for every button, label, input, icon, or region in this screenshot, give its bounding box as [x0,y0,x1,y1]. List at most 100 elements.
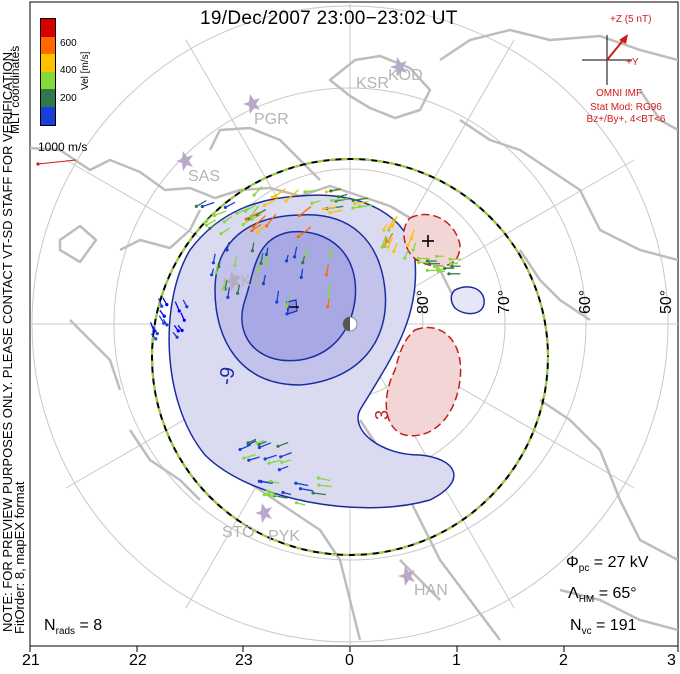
velocity-vector-origin-80 [214,271,218,275]
velocity-vector-origin-15 [296,235,300,239]
station-label-ksr: KSR [356,75,389,92]
velocity-vector-34 [353,197,368,202]
velocity-vector-111 [264,454,277,460]
velocity-vector-origin-65 [432,264,437,269]
velocity-vector-22 [257,225,266,233]
velocity-vector-41 [330,188,341,192]
velocity-vector-origin-21 [251,225,256,229]
velocity-vector-origin-71 [250,249,254,253]
nvc-subscript: vc [581,626,592,638]
phi-symbol: Φ [566,554,579,571]
velocity-vector-origin-131 [177,309,181,313]
colorbar-tick-400: 400 [60,65,77,76]
lat-label-50: 50° [658,290,675,314]
mlt-label-0: 0 [345,652,354,669]
velocity-vector-origin-20 [250,229,254,233]
station-label-pyk: PYK [268,528,300,545]
velocity-vector-origin-137 [155,332,159,336]
velocity-vector-79 [222,278,226,290]
mlt-label-2: 2 [559,652,568,669]
velocity-vector-origin-51 [411,248,415,252]
velocity-vector-origin-5 [219,232,223,236]
velocity-vector-origin-96 [324,273,328,277]
velocity-vector-origin-18 [243,209,247,213]
velocity-vector-origin-75 [233,264,237,268]
velocity-vector-origin-105 [277,468,281,472]
velocity-vector-origin-9 [250,217,254,221]
velocity-vectors [149,186,461,506]
velocity-vector-origin-85 [285,312,289,316]
velocity-vector-110 [243,454,256,459]
velocity-vector-98 [268,459,281,464]
velocity-vector-102 [277,441,289,447]
velocity-vector-origin-82 [210,273,214,277]
velocity-vector-origin-109 [246,441,250,445]
velocity-vector-origin-66 [416,261,421,265]
velocity-vector-origin-34 [351,198,355,202]
velocity-vector-131 [174,301,180,312]
velocity-vector-origin-124 [268,479,273,483]
velocity-vector-49 [389,218,395,228]
velocity-vector-origin-41 [329,189,333,193]
velocity-vector-35 [354,200,369,205]
velocity-vector-origin-58 [416,256,421,261]
velocity-vector-origin-69 [425,268,429,272]
station-label-sto: STO [222,524,255,541]
velocity-vector-origin-125 [267,492,271,496]
velocity-vector-origin-115 [298,487,303,491]
velocity-vector-origin-11 [194,204,198,208]
station-label-sas: SAS [188,168,220,185]
velocity-vector-origin-98 [267,461,271,465]
velocity-vector-origin-84 [326,305,330,309]
velocity-vector-3 [206,219,217,226]
velocity-vector-53 [391,216,398,227]
lambda-symbol: Λ [568,585,579,602]
velocity-vector-origin-111 [263,457,267,461]
lat-label-60: 60° [577,290,594,314]
velocity-vector-86 [286,296,290,307]
velocity-vector-origin-73 [265,252,269,257]
velocity-vector-origin-110 [242,456,246,460]
velocity-vector-origin-10 [241,223,245,227]
stat-model-box: Stat Mod: RG96 Bz+/By+, 4<BT<6 [574,102,678,126]
fit-order-note: FitOrder: 8, mapEX format [12,481,27,634]
velocity-vector-origin-90 [275,300,279,304]
imf-source-label: OMNI IMF [596,88,643,99]
velocity-vector-origin-36 [324,190,328,194]
nrads-value: = 8 [75,617,103,634]
map-title: 19/Dec/2007 23:00−23:02 UT [200,8,458,29]
velocity-vector-origin-62 [435,254,439,258]
velocity-vector-95 [293,246,298,258]
velocity-vector-origin-3 [204,223,209,227]
velocity-vector-origin-0 [222,220,226,224]
velocity-vector-123 [313,492,326,496]
velocity-vector-origin-126 [162,314,166,318]
velocity-vector-origin-53 [390,224,394,228]
velocity-vector-26 [253,186,263,196]
velocity-vector-origin-135 [176,329,180,333]
velocity-vector-18 [245,204,257,212]
velocity-vector-origin-55 [403,256,407,260]
velocity-vector-origin-2 [208,226,212,230]
velocity-vector-origin-30 [303,190,307,194]
velocity-vector-5 [220,227,230,235]
velocity-vector-origin-32 [330,198,334,203]
velocity-vector-origin-46 [380,245,384,249]
velocity-vector-origin-42 [386,245,390,249]
velocity-vector-97 [260,252,264,264]
imf-z-label: +Z (5 nT) [610,14,652,25]
hm-boundary-latitude: ΛHM = 65° [568,585,637,605]
velocity-vector-origin-136 [182,318,186,322]
mlt-label-1: 1 [452,652,461,669]
mlt-label-3: 3 [667,652,676,669]
velocity-vector-origin-52 [383,244,387,248]
velocity-vector-origin-116 [316,476,321,480]
velocity-vector-115 [300,488,314,492]
velocity-vector-37 [323,206,337,210]
velocity-vector-origin-92 [304,253,308,258]
velocity-vector-origin-39 [357,204,361,209]
lambda-value: = 65° [594,585,637,602]
velocity-vector-90 [276,290,280,303]
velocity-vector-23 [245,211,260,220]
velocity-vector-origin-88 [285,259,289,263]
